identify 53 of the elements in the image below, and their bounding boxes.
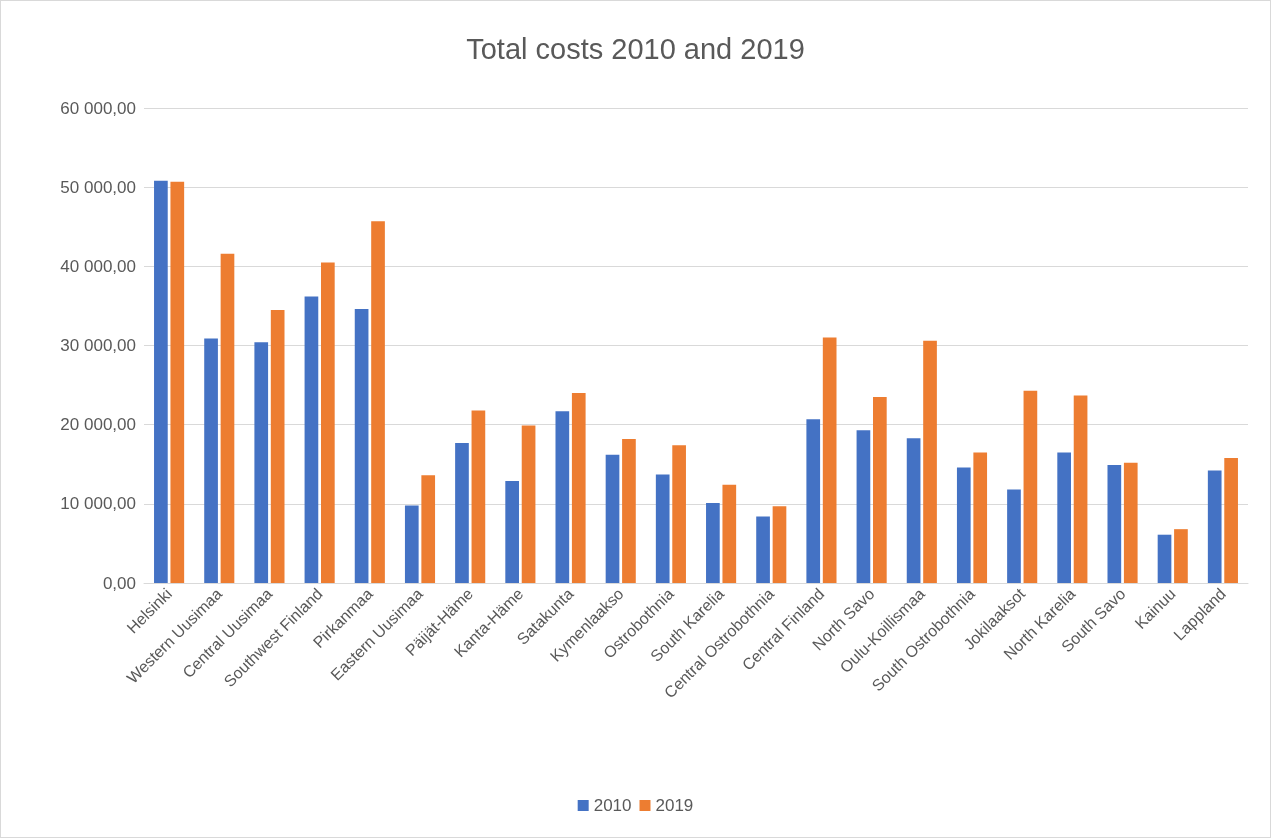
bar — [1207, 470, 1222, 583]
bar — [655, 474, 670, 583]
bar — [371, 221, 385, 583]
bar — [555, 411, 570, 583]
bar — [571, 393, 586, 583]
bar — [1157, 534, 1172, 583]
bar — [421, 475, 436, 583]
y-tick-label: 50 000,00 — [60, 177, 136, 197]
bar — [1057, 452, 1071, 583]
y-tick-label: 10 000,00 — [60, 494, 136, 514]
bar — [622, 438, 636, 583]
bar — [254, 342, 269, 583]
legend-label: 2010 — [593, 796, 632, 815]
bar — [170, 181, 185, 583]
bar — [956, 467, 971, 583]
bar — [521, 425, 536, 583]
bar — [321, 262, 335, 583]
legend-label: 2019 — [655, 796, 694, 815]
bar — [906, 438, 921, 583]
bar — [154, 180, 168, 583]
bar — [706, 503, 720, 583]
bar — [404, 505, 419, 583]
bar — [220, 253, 235, 583]
bar — [1023, 390, 1038, 583]
bar — [923, 340, 937, 583]
bar — [605, 454, 620, 583]
y-tick-label: 40 000,00 — [60, 256, 136, 276]
bar — [772, 506, 787, 583]
bar — [822, 337, 837, 583]
bar — [204, 338, 218, 583]
bar — [672, 445, 686, 583]
bar — [270, 309, 285, 583]
bar — [1224, 457, 1238, 583]
y-tick-label: 30 000,00 — [60, 336, 136, 355]
bar — [973, 452, 988, 583]
bar — [1073, 395, 1088, 583]
bar — [722, 484, 737, 583]
bar — [505, 480, 519, 583]
bar — [856, 430, 871, 583]
y-tick-label: 60 000,00 — [60, 98, 136, 118]
bar — [1107, 465, 1122, 583]
bar — [455, 442, 469, 583]
bar — [756, 516, 770, 583]
y-tick-label: 20 000,00 — [60, 415, 136, 435]
chart-title: Total costs 2010 and 2019 — [466, 32, 805, 65]
bar — [304, 296, 319, 583]
bar — [1123, 462, 1138, 583]
bar — [354, 309, 369, 583]
bar — [471, 410, 486, 583]
bar — [806, 419, 821, 583]
bar — [873, 396, 887, 583]
bar — [1174, 529, 1188, 583]
bar — [1007, 489, 1021, 583]
